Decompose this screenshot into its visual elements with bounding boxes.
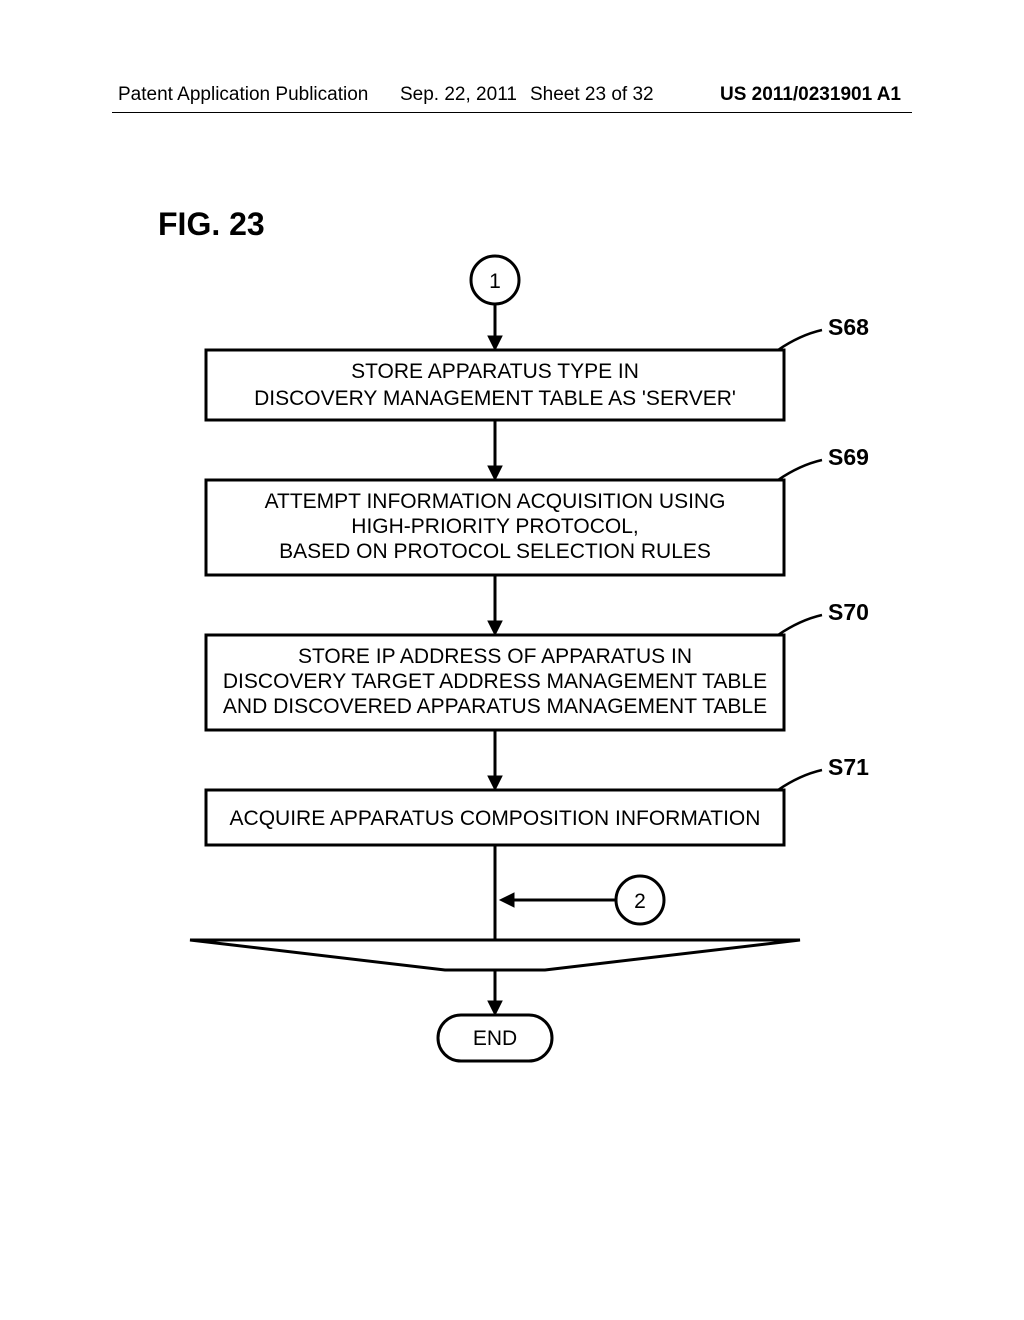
step-s68-line2: DISCOVERY MANAGEMENT TABLE AS 'SERVER' [254, 387, 736, 410]
publication-label: Patent Application Publication [118, 84, 368, 106]
arrowhead-s69-s70 [488, 621, 502, 635]
step-s69-line2: HIGH-PRIORITY PROTOCOL, [351, 515, 638, 538]
step-s70-line2: DISCOVERY TARGET ADDRESS MANAGEMENT TABL… [223, 670, 767, 693]
publication-date: Sep. 22, 2011 [400, 84, 517, 106]
leader-s70 [778, 615, 822, 635]
connector-1-label: 1 [489, 270, 501, 293]
arrowhead-s68-s69 [488, 466, 502, 480]
merge-shape [190, 940, 800, 970]
step-s70-id: S70 [828, 599, 869, 625]
step-s70-line1: STORE IP ADDRESS OF APPARATUS IN [298, 645, 692, 668]
flowchart: 1 STORE APPARATUS TYPE IN DISCOVERY MANA… [150, 250, 890, 1090]
sheet-info: Sheet 23 of 32 [530, 84, 654, 106]
step-s69-id: S69 [828, 444, 869, 470]
step-s71-id: S71 [828, 754, 869, 780]
step-s68-id: S68 [828, 314, 869, 340]
step-s71-line1: ACQUIRE APPARATUS COMPOSITION INFORMATIO… [230, 807, 761, 830]
leader-s71 [778, 770, 822, 790]
page: Patent Application Publication Sep. 22, … [0, 0, 1024, 1320]
step-s69-line3: BASED ON PROTOCOL SELECTION RULES [279, 540, 711, 563]
step-s68-line1: STORE APPARATUS TYPE IN [351, 360, 639, 383]
publication-number: US 2011/0231901 A1 [720, 84, 901, 106]
step-s69-line1: ATTEMPT INFORMATION ACQUISITION USING [265, 490, 726, 513]
leader-s68 [778, 330, 822, 350]
figure-label: FIG. 23 [158, 206, 265, 243]
header-rule [112, 112, 912, 113]
arrowhead-s70-s71 [488, 776, 502, 790]
arrowhead-merge-end [488, 1001, 502, 1015]
connector-2-label: 2 [634, 890, 646, 913]
leader-s69 [778, 460, 822, 480]
arrowhead-c1-s68 [488, 336, 502, 350]
terminator-end-label: END [473, 1027, 517, 1050]
arrowhead-c2-merge [500, 893, 514, 907]
step-s70-line3: AND DISCOVERED APPARATUS MANAGEMENT TABL… [223, 695, 767, 718]
